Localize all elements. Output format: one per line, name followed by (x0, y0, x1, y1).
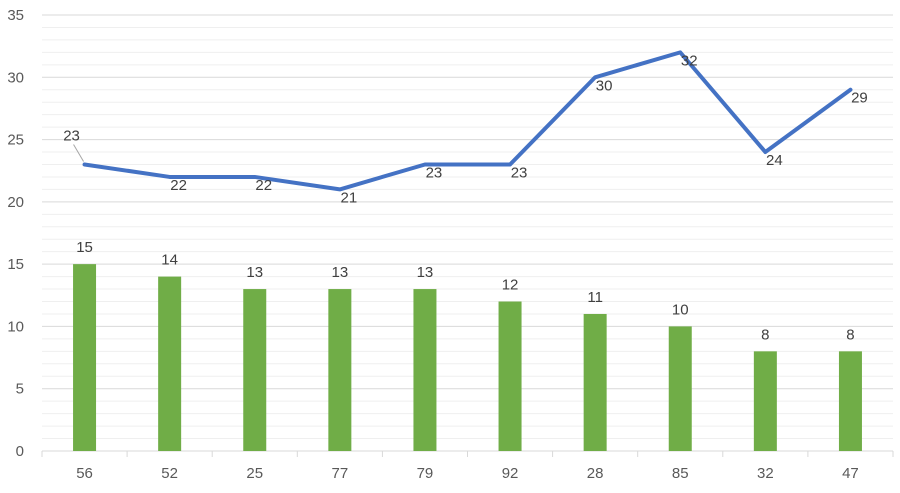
x-tick-label: 92 (502, 465, 519, 482)
bar (413, 289, 437, 451)
x-tick-label: 85 (672, 465, 689, 482)
x-tick-label: 32 (757, 465, 774, 482)
bar (243, 289, 267, 451)
bar (838, 351, 862, 451)
bar (328, 289, 352, 451)
y-tick-label: 20 (7, 194, 24, 211)
bar-data-label: 11 (587, 289, 603, 306)
line-series-path (82, 50, 853, 192)
y-tick-label: 5 (16, 381, 24, 398)
line-point (849, 89, 851, 91)
bar (498, 301, 522, 451)
bar-data-label: 13 (246, 264, 263, 281)
bar-data-label: 14 (161, 252, 178, 269)
data-labels: 15 14 13 13 13 12 11 10 8 8 23 22 22 21 23 23 30 32 24 29 (63, 52, 868, 343)
bar-data-label: 10 (672, 301, 689, 318)
line-data-label: 23 (63, 127, 80, 144)
line-data-label: 22 (255, 177, 272, 194)
bar (668, 326, 692, 451)
y-tick-label: 10 (7, 318, 24, 335)
x-tick-label: 52 (161, 465, 178, 482)
line-point (169, 176, 171, 178)
line-point (254, 176, 256, 178)
x-tick-label: 25 (246, 465, 263, 482)
y-tick-label: 25 (7, 132, 24, 149)
line-data-label: 24 (766, 152, 783, 169)
line-point (424, 163, 426, 165)
bar (753, 351, 777, 451)
line-data-label: 30 (596, 77, 613, 94)
x-tick-label: 28 (587, 465, 604, 482)
y-tick-label: 15 (7, 256, 24, 273)
line-point (339, 188, 341, 190)
line-point (84, 163, 86, 165)
line-point (679, 51, 681, 53)
line-data-label: 23 (426, 164, 443, 181)
line-data-label: 21 (341, 189, 358, 206)
line-point (764, 151, 766, 153)
gridlines (42, 14, 893, 440)
bar (158, 276, 182, 451)
data-label-leader-line (73, 144, 84, 162)
y-tick-label: 35 (7, 7, 24, 24)
x-tick-label: 79 (417, 465, 434, 482)
bar-data-label: 8 (846, 326, 854, 343)
x-tick-label: 77 (332, 465, 349, 482)
bar (583, 313, 607, 451)
bar-data-label: 8 (761, 326, 769, 343)
y-tick-label: 0 (16, 443, 24, 460)
axes: 0 5 10 15 20 25 30 35 56 52 25 77 79 92 28 85 32 47 (7, 7, 894, 482)
line-point (509, 163, 511, 165)
line-data-label: 22 (170, 177, 187, 194)
line-point (594, 76, 596, 78)
line-data-label: 23 (511, 164, 528, 181)
bar (73, 264, 97, 451)
bar-data-label: 13 (417, 264, 434, 281)
line-data-label: 29 (851, 90, 868, 107)
bar-series (73, 264, 862, 451)
x-tick-label: 56 (76, 465, 93, 482)
bar-data-label: 15 (76, 239, 93, 256)
line-data-label: 32 (681, 52, 698, 69)
line-series (82, 50, 853, 192)
y-tick-label: 30 (7, 69, 24, 86)
bar-data-label: 12 (502, 277, 519, 294)
x-tick-label: 47 (842, 465, 859, 482)
bar-data-label: 13 (332, 264, 349, 281)
